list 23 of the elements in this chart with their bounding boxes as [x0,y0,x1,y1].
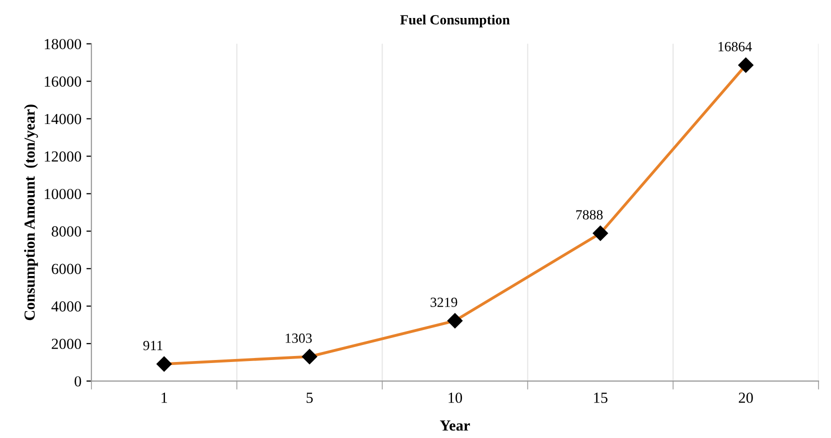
y-tick-label: 2000 [52,338,82,350]
y-tick-label: 8000 [52,226,82,237]
y-axis-title: Consumption Amount (ton/year) [24,104,38,320]
y-tick-label: 6000 [52,264,82,274]
chart-title: Fuel Consumption [400,14,510,28]
data-label: 911 [143,340,162,350]
data-label: 16864 [718,42,752,52]
y-tick-label: 12000 [44,151,82,162]
data-label: 7888 [576,210,603,220]
x-tick-label: 15 [594,392,608,403]
y-tick-label: 18000 [44,38,82,50]
x-tick-label: 10 [448,392,462,403]
x-tick-label: 5 [306,392,313,403]
data-label: 1303 [286,334,312,343]
data-label: 3219 [430,298,458,307]
y-tick-label: 0 [74,376,82,387]
x-axis-title: Year [440,420,470,431]
y-tick-label: 16000 [44,76,82,87]
y-tick-label: 4000 [51,301,82,312]
y-tick-label: 14000 [44,114,82,124]
x-tick-label: 1 [162,392,168,403]
y-tick-label: 10000 [44,188,82,200]
x-tick-label: 20 [738,392,753,403]
